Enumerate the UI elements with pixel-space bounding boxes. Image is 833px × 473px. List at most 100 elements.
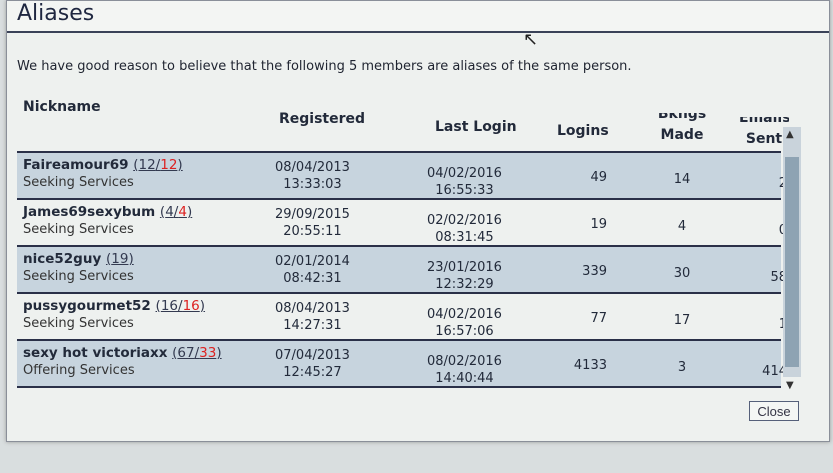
header-nickname[interactable]: Nickname [23,99,101,115]
header-emails-sent[interactable]: Emails Sent [739,117,789,147]
registered-date: 29/09/2015 [275,207,350,222]
logins-cell: 4133 [573,358,607,373]
header-last-login[interactable]: Last Login [435,119,517,135]
last-login-date: 23/01/2016 [427,260,502,275]
title-bar: Aliases [7,1,829,33]
last-login-cell: 02/02/2016 08:31:45 [427,212,502,246]
registered-time: 14:27:31 [283,318,342,333]
alias-count-link[interactable]: (19) [105,251,134,267]
nickname: sexy hot victoriaxx (67/33) [23,345,222,361]
header-logins[interactable]: Logins [557,123,609,139]
last-login-cell: 23/01/2016 12:32:29 [427,259,502,293]
emails-cell: 414 [762,364,787,379]
nickname-link[interactable]: James69sexybum [23,204,156,220]
bookings-cell: 4 [677,219,687,234]
alias-count-red: 4 [178,204,187,220]
registered-time: 08:42:31 [283,271,342,286]
registered-time: 20:55:11 [283,224,342,239]
last-login-time: 12:32:29 [435,277,494,292]
last-login-time: 08:31:45 [435,230,494,245]
alias-count: 16 [160,298,178,314]
registered-date: 08/04/2013 [275,301,350,316]
member-type: Seeking Services [23,175,134,190]
last-login-cell: 08/02/2016 14:40:44 [427,353,502,387]
member-type: Seeking Services [23,316,134,331]
alias-count-red: 33 [199,345,217,361]
last-login-time: 16:57:06 [435,324,494,339]
logins-cell: 339 [582,264,607,279]
last-login-date: 02/02/2016 [427,213,502,228]
alias-count-red: 16 [182,298,200,314]
header-registered[interactable]: Registered [279,111,366,127]
emails-cell: 0 [737,222,787,239]
registered-date: 08/04/2013 [275,160,350,175]
emails-cell: 2 [737,175,787,192]
logins-cell: 77 [590,311,607,326]
last-login-date: 04/02/2016 [427,166,502,181]
alias-count-link[interactable]: (4/4) [159,204,193,220]
nickname-link[interactable]: pussygourmet52 [23,298,151,314]
registered-time: 13:33:03 [283,177,342,192]
registered-cell: 08/04/2013 13:33:03 [275,159,350,193]
header-emails-bottom: Sent [745,131,783,147]
dialog-title: Aliases [17,1,95,26]
registered-cell: 07/04/2013 12:45:27 [275,347,350,381]
member-type: Seeking Services [23,222,134,237]
table-row[interactable]: pussygourmet52 (16/16) Seeking Services 08… [17,294,787,341]
header-bookings-top: Bkngs [657,113,707,122]
alias-count: 19 [111,251,129,267]
nickname-link[interactable]: Faireamour69 [23,157,129,173]
registered-cell: 29/09/2015 20:55:11 [275,206,350,240]
intro-text: We have good reason to believe that the … [17,59,632,74]
nickname: pussygourmet52 (16/16) [23,298,205,314]
logins-cell: 49 [590,170,607,185]
mouse-pointer-icon: ↖ [523,29,539,50]
alias-count-link[interactable]: (67/33) [172,345,222,361]
nickname-link[interactable]: sexy hot victoriaxx [23,345,168,361]
emails-cell: 1 [737,316,787,333]
emails-cell: 58 [770,270,787,285]
scrollbar-thumb[interactable] [785,157,799,367]
registered-date: 02/01/2014 [275,254,350,269]
last-login-cell: 04/02/2016 16:57:06 [427,306,502,340]
last-login-date: 08/02/2016 [427,354,502,369]
table-row[interactable]: Faireamour69 (12/12) Seeking Services 08/0… [17,153,787,200]
scroll-down-icon[interactable]: ▼ [786,380,794,391]
bookings-cell: 3 [677,360,687,375]
nickname-link[interactable]: nice52guy [23,251,102,267]
alias-count: 4 [165,204,174,220]
header-emails-top: Emails [739,117,789,126]
member-type: Offering Services [23,363,135,378]
header-bookings-bottom: Made [660,127,704,143]
scrollbar[interactable]: ▲ ▼ [783,127,801,391]
aliases-table: Nickname Registered Last Login Logins Bk… [17,93,789,388]
table-header: Nickname Registered Last Login Logins Bk… [17,93,789,153]
last-login-time: 16:55:33 [435,183,494,198]
table-row[interactable]: James69sexybum (4/4) Seeking Services 29/0… [17,200,787,247]
last-login-date: 04/02/2016 [427,307,502,322]
bookings-cell: 14 [673,172,691,187]
bookings-cell: 30 [673,266,691,281]
alias-count-red: 12 [160,157,178,173]
last-login-time: 14:40:44 [435,371,494,386]
alias-count-link[interactable]: (12/12) [133,157,183,173]
logins-cell: 19 [590,217,607,232]
nickname: James69sexybum (4/4) [23,204,192,220]
alias-count-link[interactable]: (16/16) [155,298,206,314]
member-type: Seeking Services [23,269,134,284]
alias-count: 67 [177,345,195,361]
header-bookings-made[interactable]: Bkngs Made [657,113,707,143]
alias-count: 12 [138,157,156,173]
close-button[interactable]: Close [749,401,799,421]
registered-date: 07/04/2013 [275,348,350,363]
registered-cell: 08/04/2013 14:27:31 [275,300,350,334]
registered-cell: 02/01/2014 08:42:31 [275,253,350,287]
table-row[interactable]: nice52guy (19) Seeking Services 02/01/2014… [17,247,787,294]
table-row[interactable]: sexy hot victoriaxx (67/33) Offering Serv… [17,341,787,388]
aliases-dialog: Aliases ↖ We have good reason to believe… [6,0,830,442]
registered-time: 12:45:27 [283,365,342,380]
last-login-cell: 04/02/2016 16:55:33 [427,165,502,199]
nickname: nice52guy (19) [23,251,134,267]
scroll-up-icon[interactable]: ▲ [786,129,794,140]
bookings-cell: 17 [673,313,691,328]
